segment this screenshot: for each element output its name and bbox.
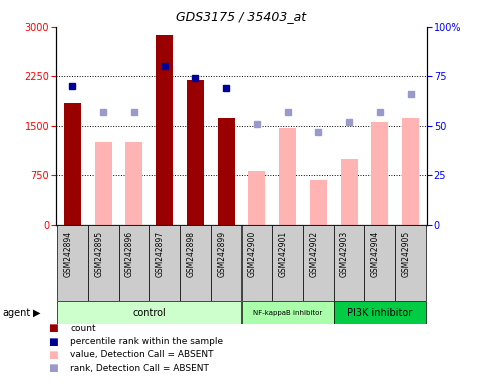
- Bar: [156, 35, 173, 225]
- Text: GSM242905: GSM242905: [401, 231, 411, 277]
- Text: PI3K inhibitor: PI3K inhibitor: [347, 308, 412, 318]
- Bar: [149, 225, 180, 301]
- Text: ■: ■: [48, 336, 58, 346]
- Bar: [334, 301, 426, 324]
- Text: GSM242899: GSM242899: [217, 231, 226, 277]
- Text: ▶: ▶: [33, 308, 41, 318]
- Bar: [118, 225, 149, 301]
- Bar: [341, 159, 357, 225]
- Bar: [180, 225, 211, 301]
- Bar: [395, 225, 426, 301]
- Bar: [64, 103, 81, 225]
- Bar: [126, 142, 142, 225]
- Bar: [57, 225, 88, 301]
- Text: GSM242898: GSM242898: [186, 231, 196, 277]
- Bar: [365, 225, 395, 301]
- Text: rank, Detection Call = ABSENT: rank, Detection Call = ABSENT: [70, 364, 209, 372]
- Bar: [218, 118, 235, 225]
- Text: GSM242896: GSM242896: [125, 231, 134, 277]
- Bar: [248, 170, 265, 225]
- Text: agent: agent: [2, 308, 30, 318]
- Bar: [95, 142, 112, 225]
- Bar: [272, 225, 303, 301]
- Text: NF-kappaB inhibitor: NF-kappaB inhibitor: [253, 310, 322, 316]
- Bar: [187, 79, 204, 225]
- Bar: [371, 122, 388, 225]
- Text: GDS3175 / 35403_at: GDS3175 / 35403_at: [176, 10, 307, 23]
- Bar: [334, 225, 365, 301]
- Bar: [242, 301, 334, 324]
- Text: GSM242902: GSM242902: [309, 231, 318, 277]
- Text: ■: ■: [48, 323, 58, 333]
- Text: ■: ■: [48, 350, 58, 360]
- Text: control: control: [132, 308, 166, 318]
- Bar: [242, 225, 272, 301]
- Bar: [279, 128, 296, 225]
- Bar: [57, 301, 242, 324]
- Bar: [303, 225, 334, 301]
- Text: GSM242897: GSM242897: [156, 231, 165, 277]
- Bar: [310, 180, 327, 225]
- Text: percentile rank within the sample: percentile rank within the sample: [70, 337, 223, 346]
- Text: ■: ■: [48, 363, 58, 373]
- Text: GSM242903: GSM242903: [340, 231, 349, 277]
- Bar: [211, 225, 242, 301]
- Text: GSM242904: GSM242904: [371, 231, 380, 277]
- Text: GSM242895: GSM242895: [94, 231, 103, 277]
- Bar: [402, 118, 419, 225]
- Bar: [88, 225, 118, 301]
- Text: count: count: [70, 324, 96, 333]
- Text: GSM242894: GSM242894: [63, 231, 72, 277]
- Text: GSM242900: GSM242900: [248, 231, 257, 277]
- Text: value, Detection Call = ABSENT: value, Detection Call = ABSENT: [70, 350, 213, 359]
- Text: GSM242901: GSM242901: [279, 231, 287, 277]
